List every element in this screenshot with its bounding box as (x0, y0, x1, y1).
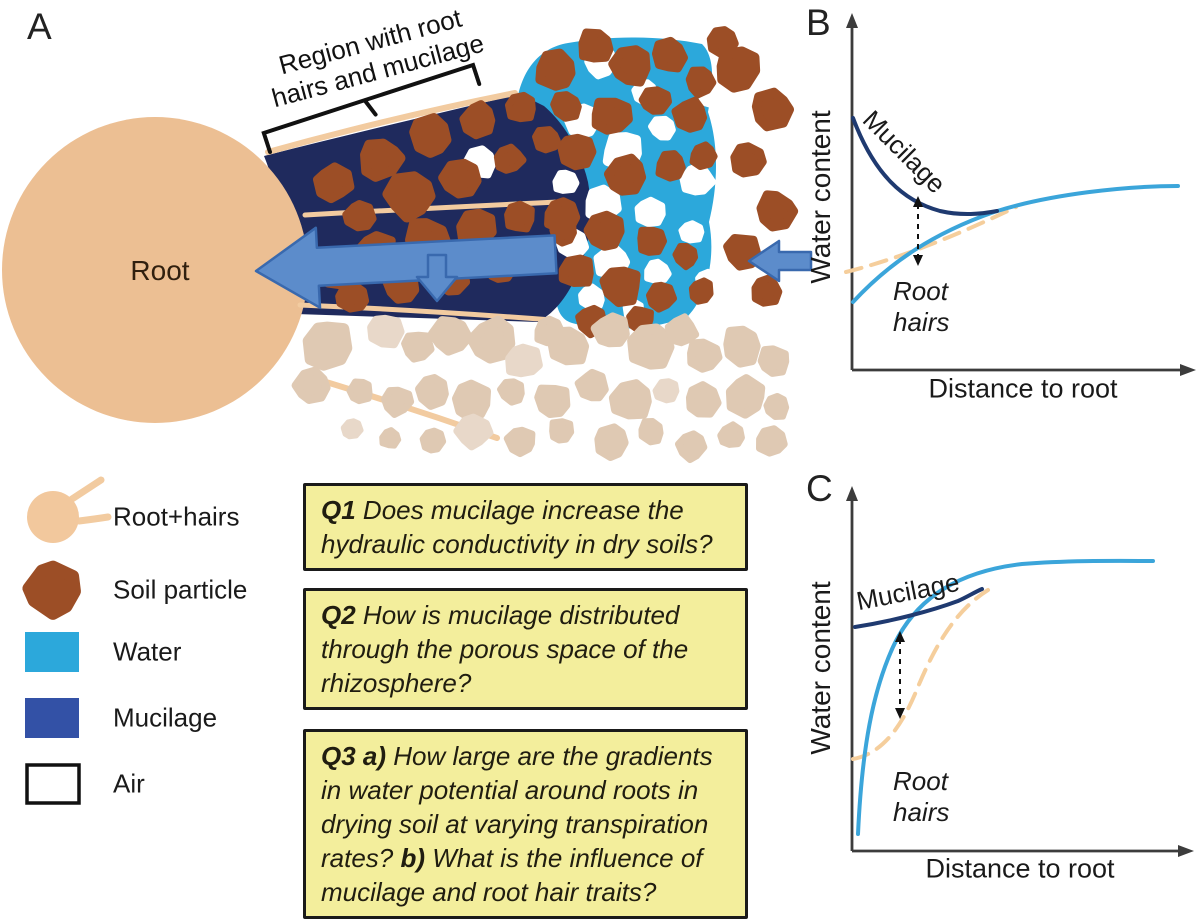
legend-label-water: Water (113, 636, 182, 667)
panel-b-axes (846, 13, 1196, 376)
panel-c-curve-mucilage (853, 587, 984, 629)
panel-c-gap-arrow (895, 631, 905, 719)
panel-c-axes (846, 486, 1194, 857)
panel-c-x-axis-label: Distance to root (925, 853, 1115, 884)
root-hair-line (297, 302, 555, 323)
panel-b-label: B (806, 2, 831, 43)
legend-label-root-hairs: Root+hairs (113, 501, 240, 532)
panel-b-y-axis-label: Water content (805, 110, 836, 284)
soil-particle-icon (22, 560, 81, 620)
mucilage-swatch-icon (25, 698, 79, 738)
region-bracket (261, 62, 482, 154)
panel-c-root-hairs-curve-label: Root hairs (893, 766, 950, 827)
root-label: Root (130, 255, 190, 286)
dry-soil-particles (291, 312, 790, 463)
dry-soil-particles-light (340, 314, 680, 451)
legend-label-mucilage: Mucilage (113, 702, 218, 733)
panel-b-curve-mucilage (851, 116, 999, 216)
panel-a-schematic (2, 26, 813, 463)
panel-b-x-axis-label: Distance to root (928, 373, 1118, 404)
legend-label-air: Air (113, 768, 145, 799)
water-flow-arrow-from-right (747, 239, 813, 283)
question-box-q3: Q3 a) How large are the gradients in wat… (303, 729, 748, 919)
legend-icons (22, 476, 112, 805)
root-with-hairs-icon (27, 476, 112, 543)
panel-c-curve-water (856, 558, 1155, 836)
question-box-q1: Q1 Does mucilage increase the hydraulic … (303, 483, 748, 571)
question-box-q2: Q2 How is mucilage distributed through t… (303, 588, 748, 710)
soil-particles (312, 26, 799, 339)
panel-b-root-hairs-curve-label: Root hairs (893, 276, 950, 337)
water-flow-arrow-down (415, 253, 459, 303)
panel-b-curve-root-hairs (844, 205, 1018, 274)
water-swatch-icon (25, 632, 79, 672)
panel-c-plot (846, 486, 1194, 857)
legend-label-soil-particle: Soil particle (113, 574, 248, 605)
panel-b-gap-arrow (913, 196, 923, 266)
panel-c-y-axis-label: Water content (805, 581, 836, 755)
panel-b-plot (844, 13, 1196, 376)
water-flow-arrow-to-root (254, 226, 558, 309)
air-swatch-icon (25, 763, 81, 805)
panel-a-label: A (27, 6, 52, 47)
root-hair-line (265, 90, 518, 155)
panel-c-curve-root-hairs (851, 588, 990, 761)
panel-c-label: C (806, 468, 833, 509)
root-circle (2, 117, 308, 423)
water-flow-arrows (254, 226, 813, 309)
